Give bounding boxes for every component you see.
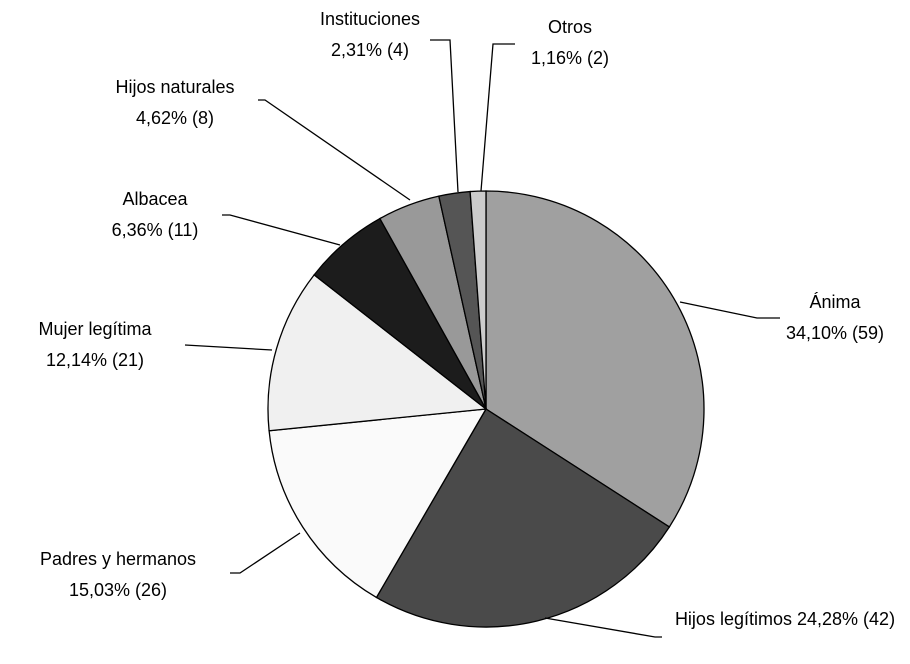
slice-value: 2,31% (4) bbox=[330, 40, 410, 60]
slice-value: 4,62% (8) bbox=[135, 108, 215, 128]
leader-line bbox=[230, 532, 301, 574]
slice-value: 6,36% (11) bbox=[111, 220, 199, 240]
leader-line bbox=[480, 43, 515, 192]
slice-label: Hijos legítimos 24,28% (42) bbox=[655, 604, 910, 635]
slice-label: Instituciones 2,31% (4) bbox=[290, 4, 450, 66]
slice-label: Padres y hermanos 15,03% (26) bbox=[0, 544, 236, 606]
slice-value: 12,14% (21) bbox=[45, 350, 145, 370]
leader-line bbox=[430, 39, 459, 193]
slice-name: Ánima bbox=[809, 292, 861, 312]
slice-value: 24,28% (42) bbox=[797, 609, 896, 629]
slice-name: Albacea bbox=[122, 189, 188, 209]
leader-line bbox=[258, 99, 411, 201]
pie-slice bbox=[485, 190, 705, 528]
leader-line bbox=[222, 214, 341, 246]
slice-label: Ánima 34,10% (59) bbox=[760, 287, 910, 349]
slice-value: 1,16% (2) bbox=[530, 48, 610, 68]
slice-name: Hijos legítimos bbox=[674, 609, 792, 629]
slice-value: 34,10% (59) bbox=[785, 323, 885, 343]
slice-label: Hijos naturales 4,62% (8) bbox=[80, 72, 270, 134]
slice-value: 15,03% (26) bbox=[68, 580, 168, 600]
slice-name: Instituciones bbox=[319, 9, 421, 29]
leader-line bbox=[544, 617, 662, 638]
slice-label: Mujer legítima 12,14% (21) bbox=[0, 314, 190, 376]
slice-label: Otros 1,16% (2) bbox=[505, 12, 635, 74]
leader-line bbox=[184, 344, 273, 351]
slice-name: Mujer legítima bbox=[38, 319, 152, 339]
slice-name: Hijos naturales bbox=[115, 77, 235, 97]
leader-line bbox=[679, 301, 780, 319]
pie-slice bbox=[267, 273, 488, 432]
pie-slice bbox=[268, 408, 488, 599]
pie-slice bbox=[375, 408, 671, 628]
slice-label: Albacea 6,36% (11) bbox=[90, 184, 220, 246]
pie-slice bbox=[469, 190, 487, 410]
slice-name: Otros bbox=[547, 17, 592, 37]
slice-name: Padres y hermanos bbox=[39, 549, 197, 569]
